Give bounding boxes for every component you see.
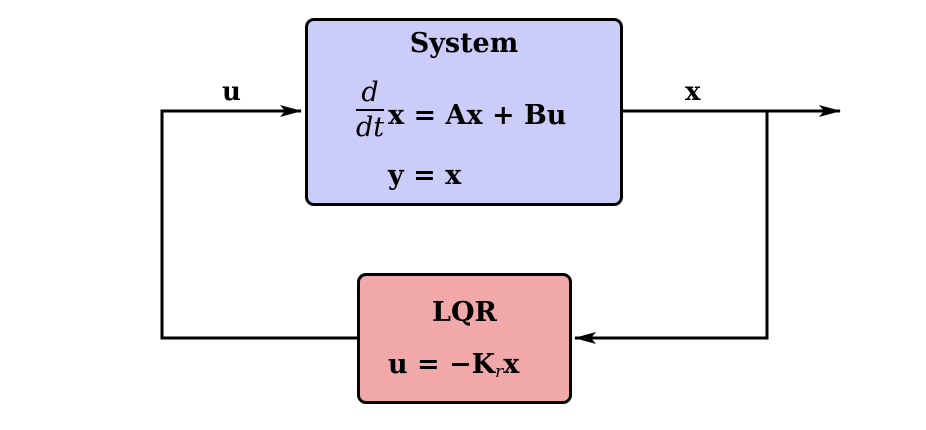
derivative-denominator: dt (356, 112, 385, 143)
fraction-bar (356, 109, 384, 111)
control-law-lhs: u = −K (388, 349, 496, 380)
control-law: u = −Krx (388, 350, 519, 387)
system-title: System (409, 28, 519, 59)
control-law-subscript: r (495, 362, 504, 382)
feedback-line (574, 111, 769, 344)
state-equation: x = Ax + Bu (388, 100, 567, 131)
derivative-operator: d dt (356, 79, 384, 142)
output-equation: y = x (388, 160, 462, 191)
control-law-rhs: x (503, 349, 520, 380)
controller-title: LQR (432, 297, 497, 328)
output-label-x: x (685, 77, 701, 107)
lqr-controller-block: LQR u = −Krx (357, 273, 572, 404)
input-label-u: u (222, 77, 241, 107)
derivative-numerator: d (361, 77, 379, 108)
system-block: System d dt x = Ax + Bu y = x (305, 18, 623, 206)
control-signal-line (160, 109, 357, 340)
